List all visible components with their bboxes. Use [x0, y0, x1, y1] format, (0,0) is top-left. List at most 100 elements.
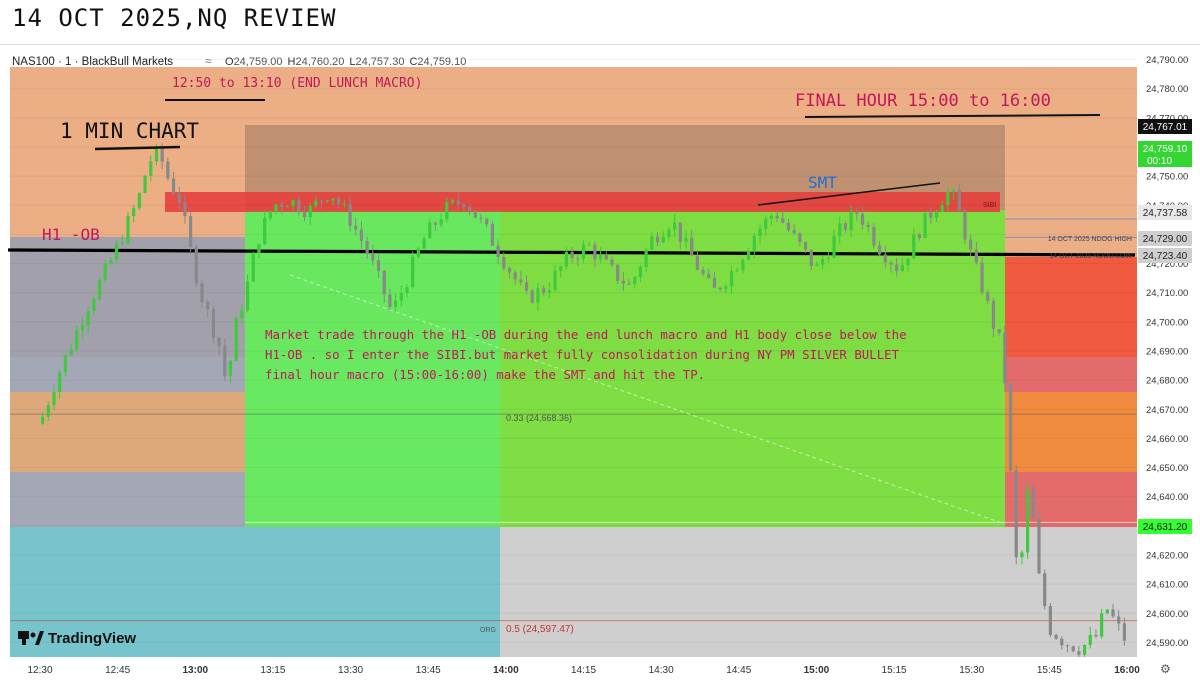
- candle-body: [365, 240, 369, 254]
- candle-body: [388, 294, 392, 307]
- candle-body: [445, 202, 449, 220]
- x-tick-label: 12:45: [105, 665, 130, 676]
- candle-body: [667, 229, 671, 237]
- trade-note: Market trade through the H1 -OB during t…: [265, 327, 914, 382]
- h1-ob-label: H1 -OB: [42, 225, 100, 244]
- candle-body: [963, 211, 967, 240]
- candle-body: [371, 253, 375, 261]
- sibi-box: [165, 192, 1000, 212]
- min-chart-underline: [94, 145, 181, 151]
- x-tick-label: 14:15: [571, 665, 596, 676]
- x-tick-label: 14:30: [649, 665, 674, 676]
- candle-body: [1008, 383, 1013, 471]
- candle-body: [616, 264, 620, 281]
- candle-body: [513, 272, 517, 280]
- candle-body: [120, 242, 124, 244]
- y-tick-label: 24,750.00: [1146, 172, 1188, 183]
- candle-body: [223, 346, 227, 377]
- candle-body: [240, 310, 244, 319]
- lunch-macro-label: 12:50 to 13:10 (END LUNCH MACRO): [172, 76, 422, 91]
- price-label-top: 24,767.01: [1138, 119, 1192, 134]
- chart-frame: 24,590.00 24,600.00 24,610.00 24,620.00 24,6…: [0, 44, 1200, 681]
- candle-body: [1122, 623, 1127, 641]
- tradingview-text: TradingView: [48, 630, 136, 647]
- candle-body: [860, 213, 865, 225]
- candle-body: [479, 217, 483, 219]
- candle-body: [957, 190, 961, 212]
- candle-body: [456, 200, 460, 205]
- y-tick-label: 24,670.00: [1146, 405, 1188, 416]
- y-tick-label: 24,690.00: [1146, 347, 1188, 358]
- candle-body: [593, 244, 597, 260]
- candle-body: [137, 192, 141, 209]
- zone-pink-right: [1005, 357, 1137, 392]
- candle-body: [58, 372, 62, 392]
- candle-body: [809, 249, 813, 266]
- x-tick-label: 13:15: [260, 665, 285, 676]
- candle-body: [132, 208, 136, 217]
- candle-body: [906, 258, 910, 266]
- zone-gray-left-low: [10, 472, 245, 527]
- candle-body: [405, 287, 409, 294]
- price-label-737-text: 24,737.58: [1143, 208, 1188, 219]
- candle-body: [917, 234, 922, 239]
- candle-body: [348, 204, 352, 226]
- candle-body: [707, 273, 711, 278]
- candle-body: [900, 265, 904, 272]
- smt-label: SMT: [808, 173, 837, 192]
- candle-body: [940, 205, 944, 212]
- candle-body: [217, 337, 221, 347]
- candle-body: [769, 215, 773, 219]
- y-tick-label: 24,770.00: [1146, 113, 1188, 124]
- candle-body: [314, 200, 318, 206]
- candle-body: [1037, 518, 1041, 574]
- candle-body: [1031, 489, 1035, 519]
- price-label-current-text: 24,759.10: [1143, 144, 1188, 155]
- candle-body: [468, 207, 472, 212]
- candle-body: [1003, 332, 1007, 384]
- candle-body: [587, 244, 591, 246]
- candle-body: [1065, 645, 1070, 647]
- settings-icon: ⚙: [1160, 662, 1171, 676]
- ndog-low-label: 14 OCT 2025 NDOG LOW: [1049, 253, 1132, 260]
- trade-dashed-line: [289, 274, 1001, 523]
- candle-body: [621, 280, 625, 284]
- y-tick-label: 24,660.00: [1146, 434, 1188, 445]
- candle-body: [433, 222, 438, 225]
- candle-body: [536, 288, 540, 303]
- candle-body: [866, 224, 870, 228]
- candle-body: [1094, 634, 1098, 637]
- fib-033-label: 0.33 (24,668.36): [506, 413, 572, 423]
- candle-body: [729, 271, 734, 286]
- y-tick-label: 24,610.00: [1146, 580, 1188, 591]
- zone-orange-right: [1005, 392, 1137, 472]
- price-label-723-text: 24,723.40: [1143, 251, 1188, 262]
- candle-body: [792, 230, 796, 234]
- price-chart[interactable]: 24,590.00 24,600.00 24,610.00 24,620.00 24,6…: [0, 45, 1200, 681]
- candle-body: [832, 236, 836, 258]
- candle-body: [991, 300, 996, 330]
- candle-body: [502, 256, 506, 269]
- candle-body: [308, 205, 312, 218]
- candle-body: [92, 299, 96, 312]
- x-tick-label: 13:00: [182, 665, 208, 676]
- candle-body: [206, 302, 210, 309]
- candle-body: [285, 206, 290, 208]
- candle-body: [490, 224, 494, 246]
- candle-body: [80, 325, 85, 331]
- candle-body: [661, 236, 665, 243]
- candle-body: [855, 211, 859, 214]
- candle-body: [519, 279, 523, 283]
- candle-body: [263, 218, 267, 245]
- y-tick-label: 24,600.00: [1146, 609, 1188, 620]
- min-chart-label: 1 MIN CHART: [60, 119, 199, 143]
- candle-body: [245, 281, 250, 311]
- candle-body: [542, 288, 546, 293]
- zone-orange-left-band: [10, 392, 245, 472]
- zone-gray-left-mid: [10, 237, 245, 357]
- candle-body: [1026, 489, 1030, 553]
- candle-body: [394, 300, 398, 307]
- candle-body: [695, 255, 699, 270]
- candle-body: [359, 229, 364, 241]
- candle-body: [690, 237, 694, 256]
